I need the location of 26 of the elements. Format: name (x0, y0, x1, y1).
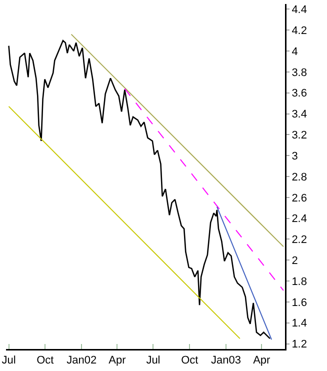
x-tick-label: Oct (36, 354, 54, 367)
y-tick-label: 1.6 (292, 296, 307, 309)
y-tick-label: 1.2 (292, 338, 307, 351)
x-tick-label: Jul (146, 354, 160, 367)
y-tick-label: 3.6 (292, 88, 307, 100)
x-tick-label: Oct (181, 354, 198, 367)
y-tick-label: 2.4 (292, 213, 307, 226)
y-tick-label: 1.8 (292, 276, 307, 288)
y-tick-label: 2.8 (292, 171, 307, 184)
x-tick-label: Apr (108, 354, 126, 367)
y-tick-label: 4 (292, 46, 298, 58)
line-series (8, 40, 271, 340)
y-tick-label: 2.2 (292, 234, 307, 246)
y-tick-label: 3.2 (292, 130, 307, 142)
x-tick-label: Jan02 (66, 354, 97, 367)
y-tick-label: 2 (292, 254, 298, 267)
y-tick-label: 3.4 (292, 108, 307, 121)
y-tick-label: 2.6 (292, 192, 307, 204)
x-tick-label: Jan03 (211, 354, 242, 367)
y-tick-label: 4.4 (292, 4, 307, 16)
x-tick-label: Apr (253, 354, 271, 367)
x-tick-label: Jul (2, 354, 16, 367)
y-tick-label: 1.4 (292, 318, 307, 330)
y-tick-label: 4.2 (292, 24, 307, 37)
y-tick-label: 3.8 (292, 66, 307, 79)
y-tick-label: 3 (292, 150, 298, 162)
